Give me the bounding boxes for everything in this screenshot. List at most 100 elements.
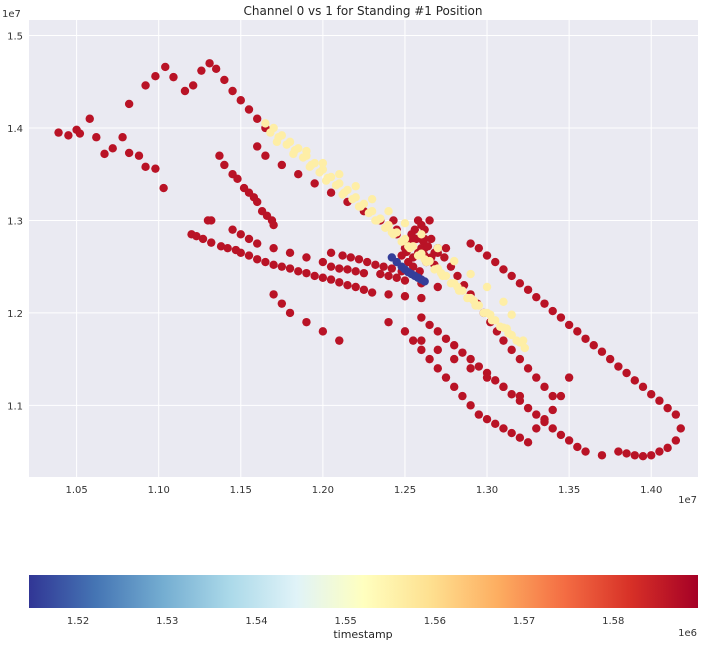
scatter-point bbox=[453, 282, 462, 292]
scatter-point bbox=[495, 322, 505, 331]
scatter-point bbox=[318, 257, 328, 267]
y-tick-label: 1.5 bbox=[7, 32, 23, 43]
y-tick-label: 1.1 bbox=[7, 401, 23, 412]
scatter-point bbox=[556, 430, 566, 440]
chart-title: Channel 0 vs 1 for Standing #1 Position bbox=[244, 4, 483, 18]
scatter-point bbox=[359, 268, 369, 278]
scatter-point bbox=[450, 341, 459, 350]
scatter-point bbox=[384, 271, 393, 281]
scatter-point bbox=[523, 438, 533, 447]
scatter-point bbox=[450, 256, 459, 266]
scatter-point bbox=[581, 447, 590, 456]
scatter-point bbox=[302, 268, 311, 278]
scatter-point bbox=[294, 267, 303, 276]
scatter-point bbox=[474, 362, 484, 371]
scatter-point bbox=[124, 99, 134, 109]
scatter-point bbox=[188, 81, 198, 90]
scatter-point bbox=[425, 354, 434, 364]
scatter-point bbox=[430, 265, 439, 274]
scatter-point bbox=[469, 296, 479, 306]
scatter-point bbox=[215, 151, 224, 160]
scatter-point bbox=[420, 277, 429, 286]
scatter-point bbox=[532, 424, 541, 433]
x-tick-label: 1.15 bbox=[230, 485, 252, 496]
scatter-point bbox=[285, 264, 295, 273]
scatter-point bbox=[400, 327, 410, 336]
scatter-point bbox=[379, 262, 388, 271]
scatter-point bbox=[346, 253, 355, 262]
scatter-point bbox=[151, 164, 160, 173]
scatter-point bbox=[502, 324, 511, 333]
scatter-point bbox=[676, 424, 685, 433]
scatter-point bbox=[351, 267, 360, 276]
scatter-point bbox=[134, 151, 144, 160]
scatter-point bbox=[491, 257, 500, 267]
x-tick-labels: 1.05 1.10 1.15 1.20 1.25 1.30 1.35 1.40 bbox=[65, 485, 662, 496]
scatter-point bbox=[211, 64, 221, 74]
scatter-point bbox=[364, 208, 374, 218]
y-offset-label: 1e7 bbox=[2, 9, 21, 20]
colorbar-tick-labels: 1.52 1.53 1.54 1.55 1.56 1.57 1.58 bbox=[67, 616, 624, 627]
scatter-point bbox=[294, 170, 303, 179]
scatter-point bbox=[523, 364, 533, 373]
y-tick-labels: 1.1 1.2 1.3 1.4 1.5 bbox=[7, 32, 23, 413]
scatter-point bbox=[351, 182, 360, 191]
scatter-point bbox=[302, 146, 311, 156]
colorbar-tick-label: 1.58 bbox=[602, 616, 624, 627]
scatter-point bbox=[663, 403, 672, 413]
scatter-point bbox=[233, 174, 242, 184]
scatter-point bbox=[453, 271, 462, 281]
scatter-point bbox=[404, 242, 413, 251]
scatter-point bbox=[425, 216, 434, 225]
scatter-point bbox=[458, 391, 467, 401]
scatter-point bbox=[564, 373, 574, 382]
scatter-point bbox=[479, 308, 488, 318]
scatter-point bbox=[450, 354, 459, 364]
scatter-point bbox=[441, 373, 451, 382]
scatter-point bbox=[244, 105, 254, 114]
scatter-point bbox=[433, 282, 442, 292]
scatter-point bbox=[515, 354, 525, 364]
scatter-point bbox=[318, 327, 328, 336]
scatter-point bbox=[515, 433, 525, 442]
colorbar-offset-label: 1e6 bbox=[678, 628, 697, 639]
scatter-point bbox=[548, 405, 557, 415]
scatter-point bbox=[638, 382, 648, 392]
scatter-point bbox=[244, 234, 254, 244]
scatter-point bbox=[474, 243, 484, 253]
scatter-point bbox=[450, 382, 459, 392]
scatter-point bbox=[556, 313, 566, 322]
scatter-point bbox=[192, 231, 201, 241]
scatter-point bbox=[310, 179, 319, 188]
colorbar-label: timestamp bbox=[333, 628, 392, 641]
scatter-point bbox=[463, 293, 472, 303]
scatter-point bbox=[548, 424, 557, 433]
plot-area bbox=[29, 20, 698, 477]
scatter-point bbox=[261, 257, 270, 267]
x-tick-label: 1.10 bbox=[148, 485, 170, 496]
scatter-point bbox=[466, 269, 475, 279]
scatter-point bbox=[108, 144, 117, 153]
scatter-point bbox=[359, 285, 369, 294]
scatter-point bbox=[318, 273, 328, 282]
scatter-point bbox=[384, 317, 393, 327]
scatter-point bbox=[440, 253, 449, 262]
scatter-point bbox=[647, 451, 656, 460]
scatter-point bbox=[252, 239, 262, 248]
x-tick-label: 1.05 bbox=[65, 485, 87, 496]
scatter-point bbox=[413, 251, 423, 260]
scatter-point bbox=[159, 183, 168, 193]
scatter-point bbox=[236, 96, 245, 105]
scatter-point bbox=[252, 255, 262, 264]
scatter-point bbox=[507, 271, 516, 281]
scatter-point bbox=[491, 376, 500, 385]
scatter-point bbox=[573, 327, 582, 336]
x-tick-label: 1.35 bbox=[558, 485, 580, 496]
scatter-point bbox=[605, 354, 615, 364]
x-tick-label: 1.40 bbox=[640, 485, 662, 496]
scatter-point bbox=[354, 202, 364, 211]
colorbar-tick-label: 1.57 bbox=[513, 616, 535, 627]
scatter-point bbox=[228, 86, 237, 96]
scatter-point bbox=[331, 181, 341, 190]
